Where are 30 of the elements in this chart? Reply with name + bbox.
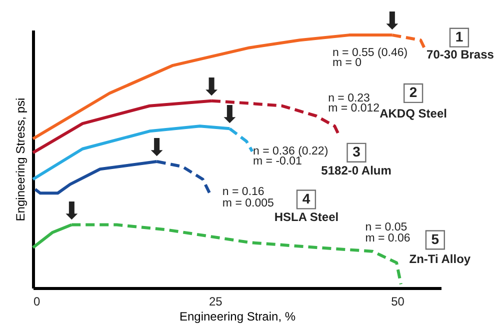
- annotation: m = -0.01: [253, 156, 302, 168]
- series-label: 70-30 Brass: [426, 48, 494, 62]
- text: 1: [455, 28, 464, 45]
- annotation: 5: [431, 230, 440, 247]
- x-tick-label: 50: [391, 294, 405, 308]
- y-axis-title: Engineering Stress, psi: [14, 98, 28, 222]
- x-axis-title: Engineering Strain, %: [179, 310, 296, 324]
- annotation: ⬇: [382, 7, 402, 36]
- annotation: 3: [352, 144, 361, 160]
- annotation: n = 0.23: [328, 92, 370, 104]
- text: AKDQ Steel: [380, 106, 447, 121]
- annotation: n = 0.55 (0.46): [332, 46, 408, 59]
- annotation: m = 0.06: [365, 232, 410, 245]
- text: 5182-0 Alum: [321, 163, 392, 178]
- annotation: ⬇: [62, 196, 82, 225]
- annotation: ⬇: [146, 134, 167, 162]
- annotation: ⬇: [220, 100, 240, 129]
- annotation: m = 0.012: [328, 102, 380, 114]
- annotation: ⬇: [201, 72, 222, 101]
- annotation: m = 0.005: [222, 197, 274, 210]
- text: HSLA Steel: [274, 210, 339, 224]
- annotation: m = 0: [332, 56, 362, 69]
- annotation: 2: [409, 84, 418, 100]
- x-tick-label: 0: [34, 294, 40, 308]
- annotation: n = 0.16: [222, 186, 264, 198]
- annotation: 4: [302, 190, 310, 206]
- annotation: n = 0.05: [365, 221, 408, 234]
- x-tick-label: 25: [208, 294, 223, 308]
- annotation: n = 0.36 (0.22): [253, 145, 328, 158]
- series-label: Zn-Ti Alloy: [409, 252, 471, 266]
